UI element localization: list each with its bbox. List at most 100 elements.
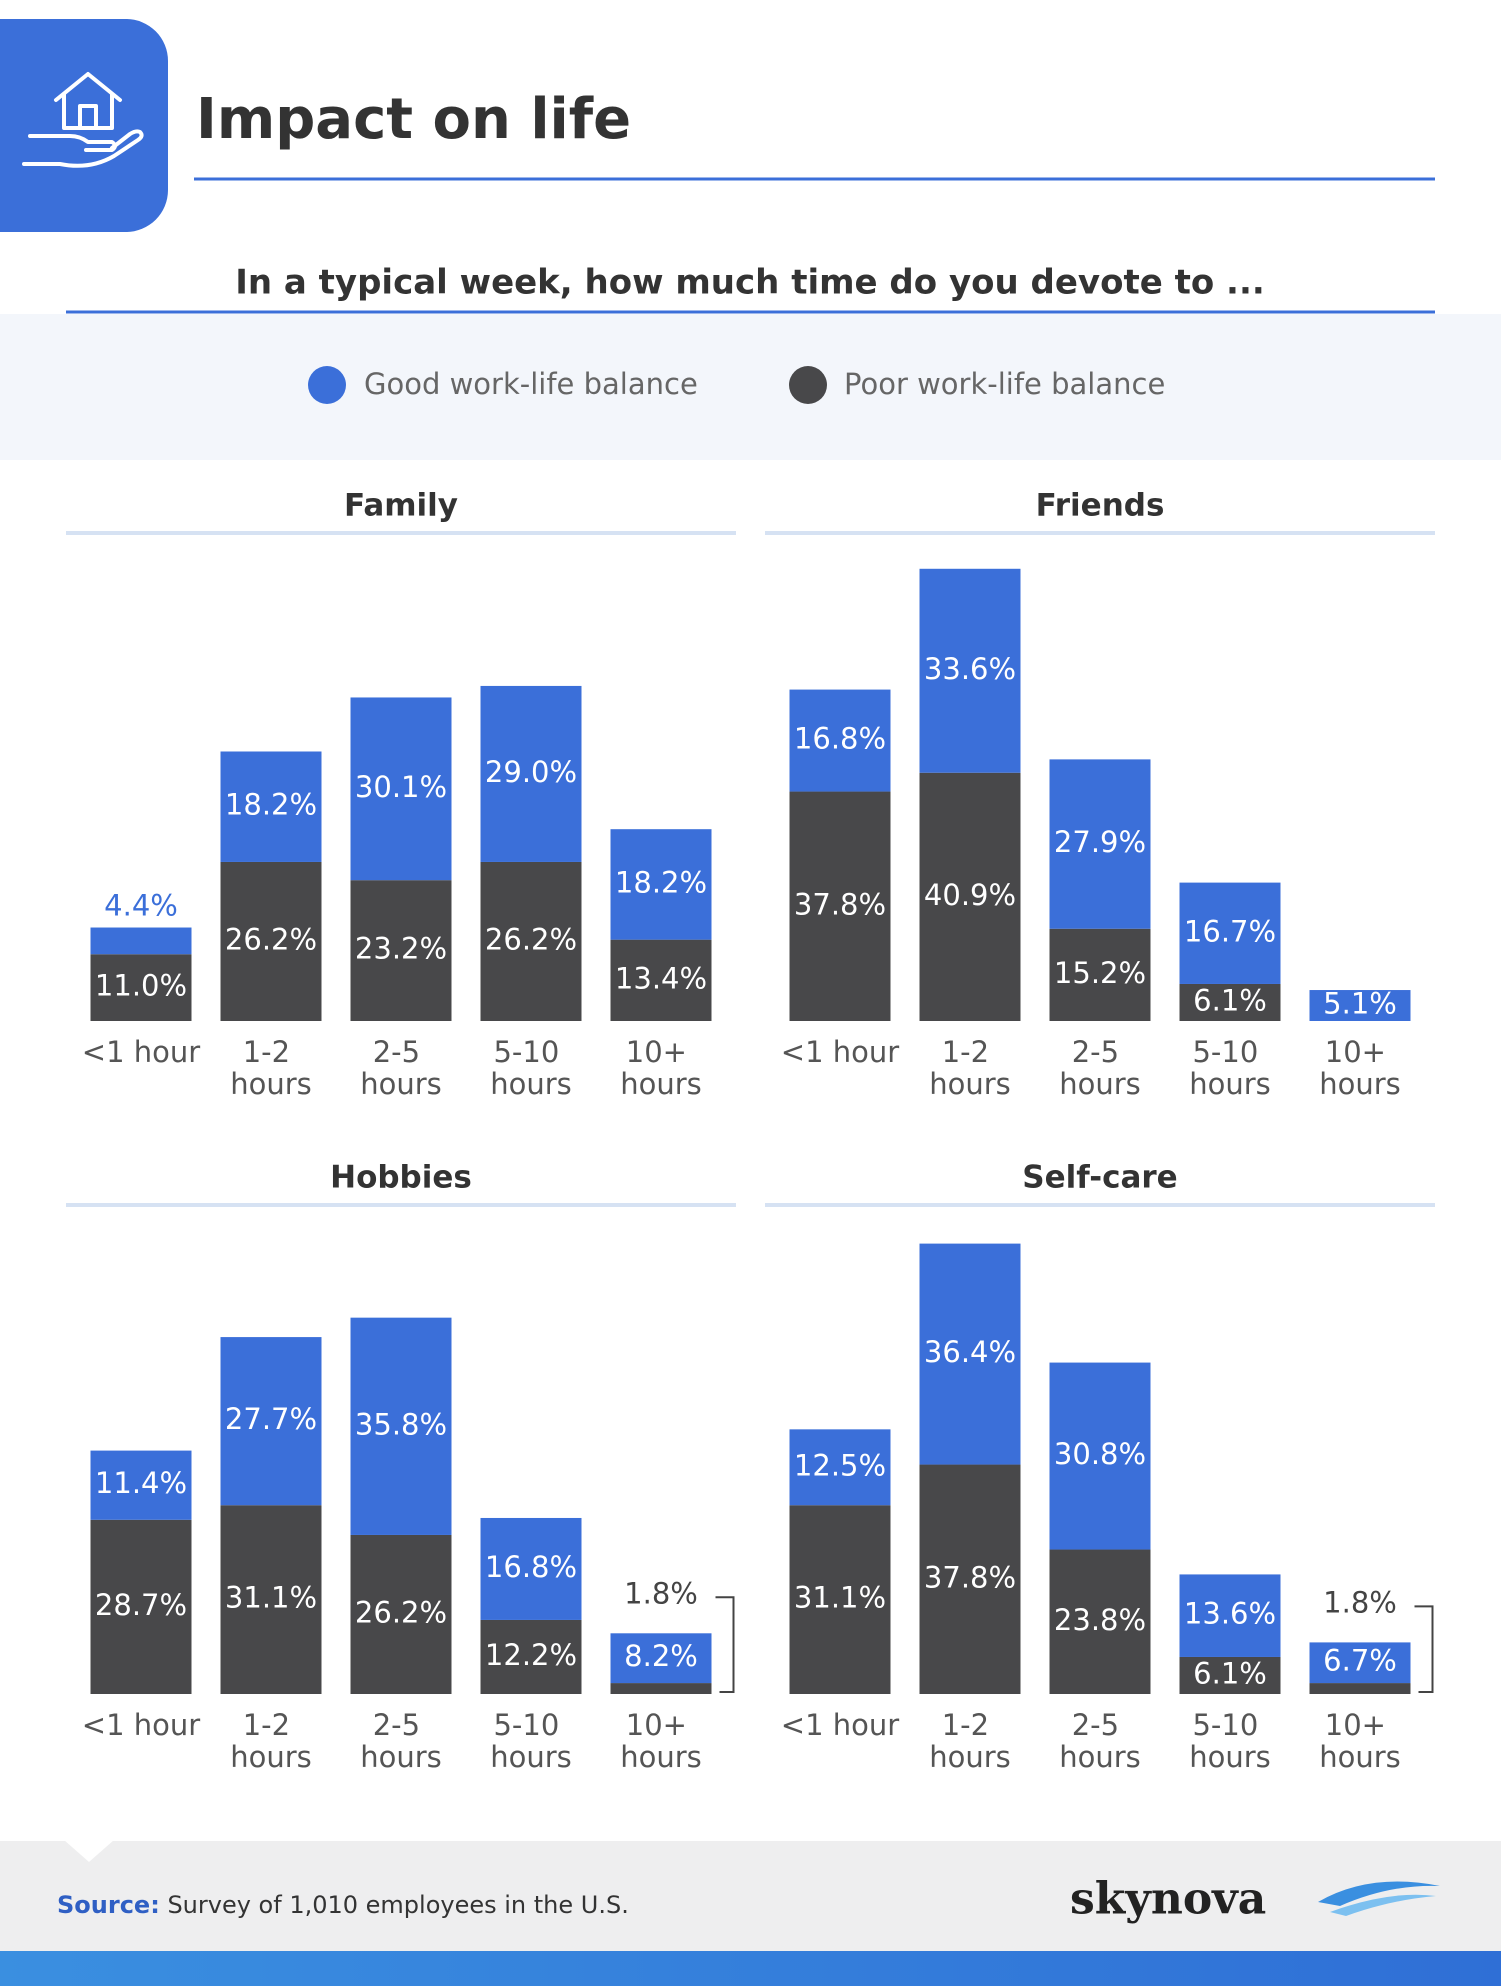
source-label: Source: [57,1891,160,1919]
bar-segment [1049,1549,1151,1694]
category-label: <1 hour [781,1708,899,1742]
value-label: 30.1% [355,770,447,804]
label-bracket [1414,1605,1434,1693]
category-label: 10+ hours [1319,1035,1401,1101]
value-label: 16.8% [794,722,886,756]
bar-segment [610,939,712,1021]
panel-title: Hobbies [330,1160,472,1196]
category-label: 2-5 hours [1059,1035,1141,1101]
panel-title: Friends [1036,488,1165,524]
bar-segment [350,697,452,881]
value-label: 1.8% [1323,1585,1397,1619]
category-label: <1 hour [82,1035,200,1069]
bar-segment [350,1534,452,1694]
value-label: 28.7% [95,1588,187,1622]
legend-swatch [308,366,346,404]
value-label: 30.8% [1054,1437,1146,1471]
bar-segment [480,861,582,1021]
bar-segment [1179,1656,1281,1694]
value-label: 4.4% [104,889,178,923]
bar-segment [1179,882,1281,984]
bar-segment [610,1633,712,1684]
bar-segment [789,689,891,792]
value-label: 12.5% [794,1448,886,1482]
panel-title: Self-care [1022,1160,1177,1196]
value-label: 11.0% [95,969,187,1003]
category-label: 10+ hours [1319,1708,1401,1774]
value-label: 6.7% [1323,1644,1397,1678]
category-label: <1 hour [781,1035,899,1069]
bar-segment [1049,1362,1151,1550]
value-label: 5.1% [1323,987,1397,1021]
value-label: 13.4% [615,961,707,995]
category-label: 1-2 hours [230,1035,312,1101]
value-label: 37.8% [924,1560,1016,1594]
value-label: 36.4% [924,1335,1016,1369]
value-label: 26.2% [485,922,577,956]
source-text: Survey of 1,010 employees in the U.S. [167,1891,628,1919]
bar-segment [90,1450,192,1520]
value-label: 18.2% [225,788,317,822]
category-label: 10+ hours [620,1035,702,1101]
bar-segment [789,791,891,1021]
category-label: 2-5 hours [360,1035,442,1101]
bar-segment [220,861,322,1021]
value-label: 37.8% [794,887,886,921]
bar-segment [1179,983,1281,1021]
value-label: 33.6% [924,652,1016,686]
bar-segment [90,954,192,1021]
value-label: 31.1% [225,1581,317,1615]
bar-segment [1049,759,1151,929]
bar-segment [480,1517,582,1620]
value-label: 6.1% [1193,983,1267,1017]
value-label: 6.1% [1193,1656,1267,1690]
bar-segment [610,829,712,940]
bar-segment [480,1619,582,1694]
legend-band [0,314,1501,460]
category-label: 5-10 hours [1189,1035,1271,1101]
bar-segment [480,685,582,862]
source: Source: Survey of 1,010 employees in the… [57,1891,629,1919]
bottom-bar [0,1951,1501,1986]
category-label: 2-5 hours [1059,1708,1141,1774]
category-label: 2-5 hours [360,1708,442,1774]
value-label: 15.2% [1054,956,1146,990]
bar-segment [90,927,192,955]
value-label: 26.2% [355,1595,447,1629]
category-label: <1 hour [82,1708,200,1742]
category-label: 5-10 hours [490,1035,572,1101]
value-label: 16.7% [1184,914,1276,948]
bar-segment [1309,1683,1411,1694]
house-hand-icon [22,72,144,168]
page-title: Impact on life [196,87,631,152]
value-label: 12.2% [485,1638,577,1672]
bar-segment [1309,990,1411,1021]
brand-swoosh [1318,1881,1440,1916]
value-label: 23.2% [355,932,447,966]
value-label: 23.8% [1054,1603,1146,1637]
bar-segment [350,880,452,1021]
bar-segment [789,1505,891,1694]
value-label: 40.9% [924,878,1016,912]
bar-segment [919,568,1021,773]
panel-title: Family [344,488,458,524]
legend-label: Poor work-life balance [844,367,1165,401]
value-label: 18.2% [615,865,707,899]
bar-segment [919,1464,1021,1694]
bar-segment [90,1519,192,1694]
subtitle: In a typical week, how much time do you … [235,263,1265,303]
category-label: 1-2 hours [230,1708,312,1774]
bar-segment [350,1317,452,1535]
bar-segment [1309,1642,1411,1684]
legend-label: Good work-life balance [364,367,698,401]
value-label: 35.8% [355,1407,447,1441]
footer-notch [64,1840,114,1862]
value-label: 26.2% [225,922,317,956]
bar-segment [1179,1574,1281,1657]
bar-segment [919,1243,1021,1465]
value-label: 16.8% [485,1550,577,1584]
bar-segment [789,1429,891,1506]
value-label: 31.1% [794,1581,886,1615]
legend: Good work-life balance Poor work-life bal… [308,366,1165,404]
